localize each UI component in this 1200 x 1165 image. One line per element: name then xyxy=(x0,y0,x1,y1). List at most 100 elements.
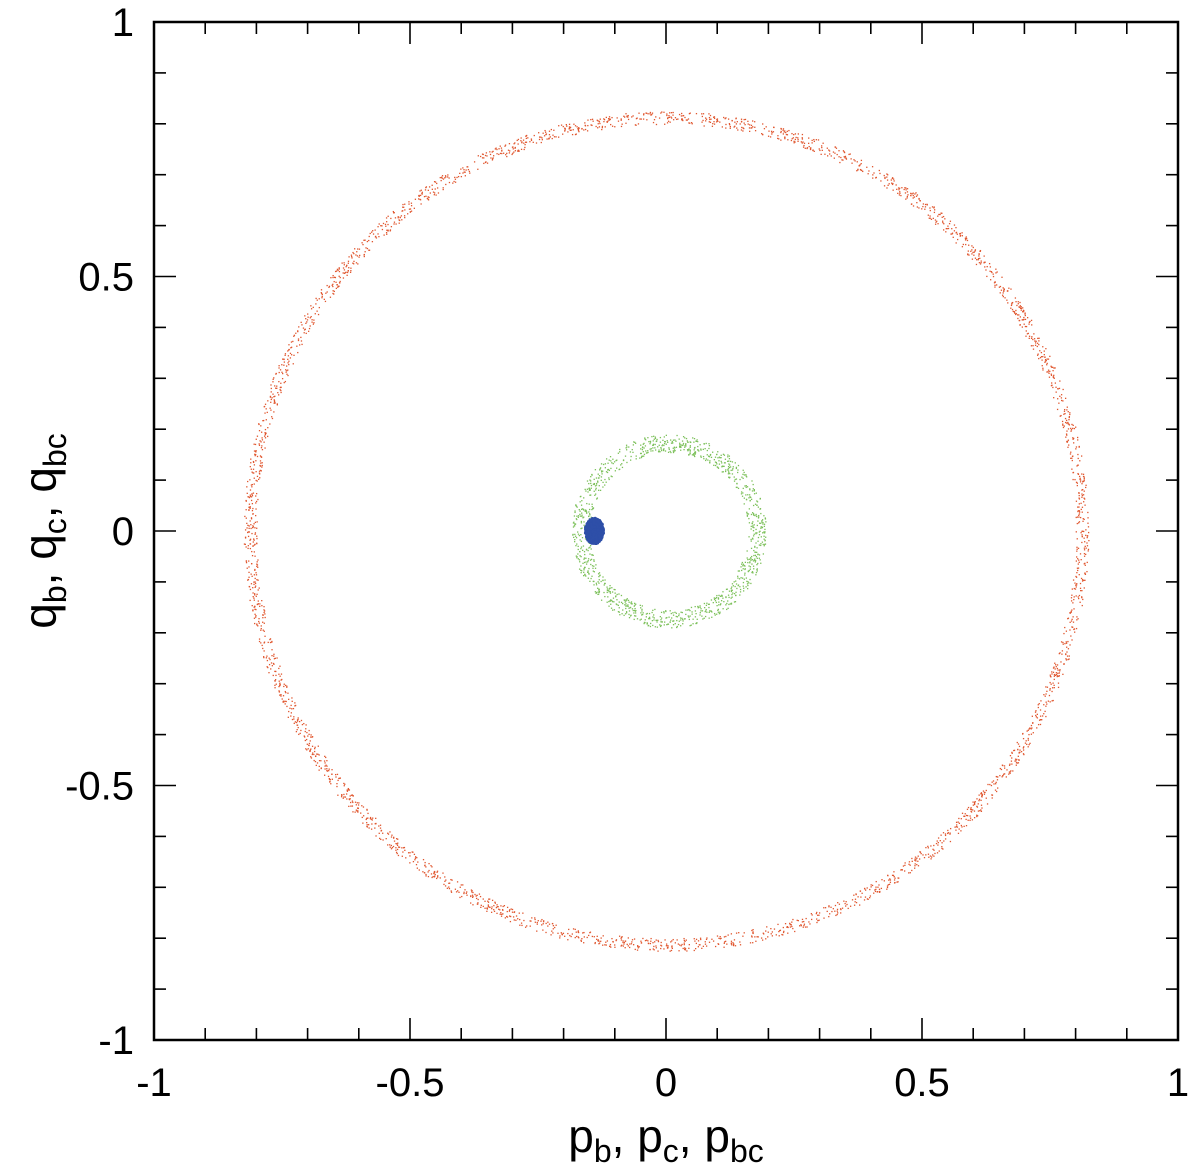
data-point xyxy=(905,189,907,191)
data-point xyxy=(751,537,754,539)
data-point xyxy=(262,647,264,650)
data-point xyxy=(344,783,346,785)
data-point xyxy=(609,592,612,594)
data-point xyxy=(542,132,544,134)
data-point xyxy=(609,584,611,587)
data-point xyxy=(1016,304,1018,307)
data-point xyxy=(334,276,337,279)
data-point xyxy=(559,937,561,939)
data-point xyxy=(589,479,591,481)
data-point xyxy=(620,594,623,597)
data-point xyxy=(491,906,493,908)
data-point xyxy=(1058,675,1061,677)
data-point xyxy=(728,460,730,462)
data-point xyxy=(542,921,545,923)
data-point xyxy=(254,568,256,571)
data-point xyxy=(1066,406,1068,408)
data-point xyxy=(985,789,987,792)
data-point xyxy=(945,231,947,233)
data-point xyxy=(685,443,687,445)
data-point xyxy=(606,589,609,592)
data-point xyxy=(1022,307,1024,309)
data-point xyxy=(257,498,259,501)
data-point xyxy=(778,930,781,932)
data-point xyxy=(789,922,791,925)
data-point xyxy=(694,453,696,455)
data-point xyxy=(837,902,839,904)
data-point xyxy=(552,134,554,136)
data-point xyxy=(247,535,250,538)
data-point xyxy=(490,157,492,159)
data-point xyxy=(939,213,941,216)
data-point xyxy=(536,921,538,924)
data-point xyxy=(652,440,654,442)
data-point xyxy=(906,197,908,199)
data-point xyxy=(674,447,676,449)
data-point xyxy=(808,145,810,148)
data-point xyxy=(378,832,380,834)
data-point xyxy=(269,638,272,640)
data-point xyxy=(500,915,503,917)
data-point xyxy=(580,522,583,524)
data-point xyxy=(257,589,259,591)
data-point xyxy=(943,223,945,225)
data-point xyxy=(739,478,741,481)
data-point xyxy=(442,187,444,189)
data-point xyxy=(245,517,247,519)
data-point xyxy=(769,136,772,138)
data-point xyxy=(918,207,920,209)
data-point xyxy=(749,130,751,133)
data-point xyxy=(1047,369,1050,371)
data-point xyxy=(743,932,745,934)
data-point xyxy=(391,846,394,849)
data-point xyxy=(1053,687,1055,689)
data-point xyxy=(1050,374,1053,376)
data-point xyxy=(972,804,975,806)
data-point xyxy=(967,806,970,809)
data-point xyxy=(1064,397,1067,399)
data-point xyxy=(1051,690,1053,693)
data-point xyxy=(598,484,600,487)
data-point xyxy=(402,203,404,206)
data-point xyxy=(253,472,255,474)
data-point xyxy=(843,156,845,158)
data-point xyxy=(687,449,690,451)
data-point xyxy=(894,881,896,884)
data-point xyxy=(345,793,348,795)
data-point xyxy=(866,166,868,168)
data-point xyxy=(1024,314,1026,317)
data-point xyxy=(771,133,773,135)
data-point xyxy=(621,944,623,946)
data-point xyxy=(1066,655,1069,657)
data-point xyxy=(609,591,611,593)
data-point xyxy=(1059,380,1061,382)
data-point xyxy=(734,585,736,588)
data-point xyxy=(969,817,972,819)
data-point xyxy=(845,901,847,903)
data-point xyxy=(1066,434,1068,436)
data-point xyxy=(896,188,898,191)
data-point xyxy=(685,119,688,121)
data-point xyxy=(398,222,400,224)
data-point xyxy=(249,489,252,491)
data-point xyxy=(620,118,622,120)
data-point xyxy=(727,934,729,936)
data-point xyxy=(255,471,257,473)
data-point xyxy=(971,258,974,260)
data-point xyxy=(366,821,368,824)
data-point xyxy=(580,527,582,530)
data-point xyxy=(254,605,256,607)
data-point xyxy=(1079,478,1081,481)
data-point xyxy=(869,888,871,891)
data-point xyxy=(983,255,985,257)
data-point xyxy=(953,230,956,232)
data-point xyxy=(342,797,344,799)
data-point xyxy=(1046,690,1048,692)
data-point xyxy=(740,563,743,565)
data-point xyxy=(625,447,627,449)
data-point xyxy=(618,611,620,613)
data-point xyxy=(1019,306,1021,308)
data-point xyxy=(633,441,635,443)
data-point xyxy=(958,817,960,820)
data-point xyxy=(254,613,256,615)
